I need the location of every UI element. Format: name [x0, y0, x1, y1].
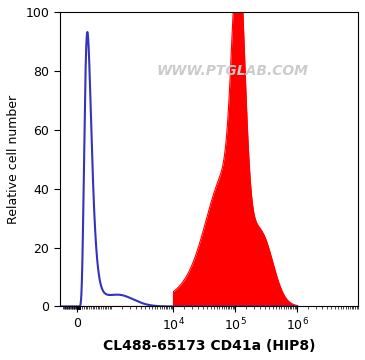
Text: WWW.PTGLAB.COM: WWW.PTGLAB.COM — [157, 64, 309, 78]
Y-axis label: Relative cell number: Relative cell number — [7, 95, 20, 224]
X-axis label: CL488-65173 CD41a (HIP8): CL488-65173 CD41a (HIP8) — [103, 339, 315, 353]
